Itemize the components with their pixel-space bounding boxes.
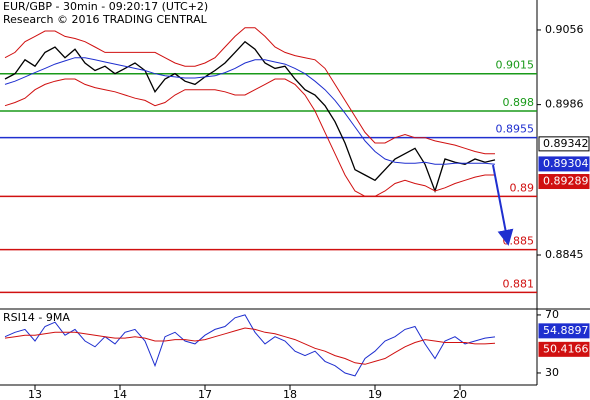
series-line (4, 57, 496, 165)
price-label-box (538, 323, 590, 339)
level-label: 0.9015 (496, 59, 535, 72)
x-tick-label: 14 (113, 388, 127, 400)
y-tick-label: 70 (545, 308, 559, 321)
series-line (4, 40, 496, 194)
y-tick-label: 0.8845 (545, 248, 584, 261)
price-label: 50.4166 (543, 342, 589, 355)
forecast-arrow (492, 164, 514, 246)
x-tick-label: 18 (283, 388, 297, 400)
y-tick-label: 30 (545, 366, 559, 379)
chart-subtitle: Research © 2016 TRADING CENTRAL (3, 13, 208, 26)
chart-title: EUR/GBP - 30min - 09:20:17 (UTC+2) (3, 0, 208, 13)
price-label: 0.89289 (543, 175, 589, 188)
price-label-box (538, 136, 590, 152)
indicator-title: RSI14 - 9MA (3, 311, 70, 324)
price-label: 0.89342 (543, 137, 589, 150)
price-label-box (538, 156, 590, 172)
level-label: 0.898 (503, 96, 535, 109)
y-tick-label: 0.8986 (545, 98, 584, 111)
price-label-box (538, 341, 590, 357)
series-line (4, 27, 495, 155)
y-tick-label: 0.9056 (545, 23, 584, 36)
series-line (4, 78, 495, 197)
series-line (4, 314, 496, 377)
price-label-box (538, 174, 590, 190)
level-label: 0.8955 (496, 123, 535, 136)
x-tick-label: 19 (368, 388, 382, 400)
level-label: 0.89 (510, 181, 535, 194)
x-tick-label: 20 (453, 388, 467, 400)
series-line (4, 327, 496, 365)
price-label: 0.89304 (543, 157, 589, 170)
price-label: 54.8897 (543, 324, 589, 337)
level-label: 0.881 (503, 277, 535, 290)
x-tick-label: 17 (198, 388, 212, 400)
x-tick-label: 13 (28, 388, 42, 400)
